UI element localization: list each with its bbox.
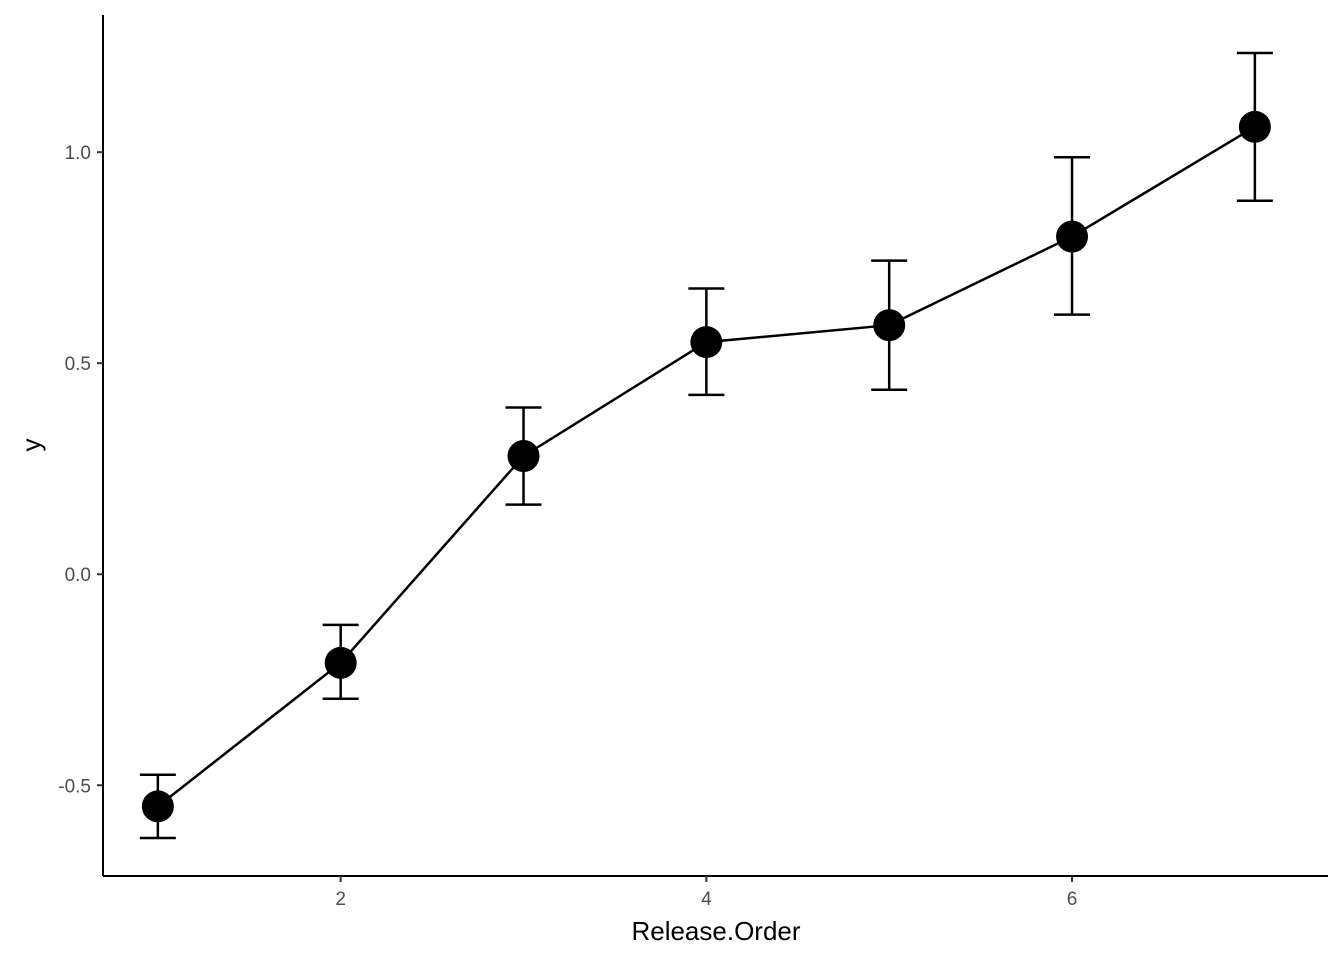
data-point [1056,220,1089,253]
axes: 2 4 6 -0.5 0.0 0.5 1.0 [58,15,1328,910]
series-line [157,125,1256,808]
x-tick-label: 4 [701,889,712,910]
y-tick-label: -0.5 [58,776,91,797]
data-point [1238,110,1271,143]
y-axis-title: y [16,439,46,452]
y-tick-label: 1.0 [65,143,91,164]
data-point [507,440,540,473]
x-tick-label: 2 [335,889,346,910]
data-point [324,646,357,679]
y-tick-label: 0.5 [65,354,91,375]
plot-area [139,51,1273,840]
data-point [141,790,174,823]
y-tick-label: 0.0 [65,565,91,586]
data-point [690,326,723,359]
x-axis-title: Release.Order [631,916,800,946]
x-tick-label: 6 [1067,889,1078,910]
data-point [873,309,906,342]
